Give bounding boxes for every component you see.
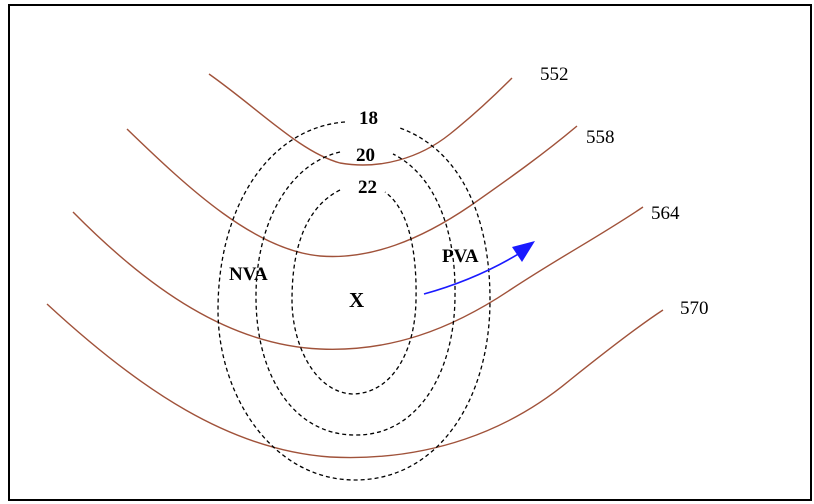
diagram-frame	[8, 4, 812, 501]
height-contour-558	[126, 125, 578, 258]
pva-label: PVA	[442, 246, 479, 267]
vorticity-label-22: 22	[358, 177, 377, 198]
height-label-570: 570	[680, 298, 709, 319]
height-label-558: 558	[586, 127, 615, 148]
nva-label: NVA	[229, 264, 268, 285]
vorticity-label-18: 18	[359, 108, 378, 129]
height-contour-552	[208, 73, 513, 166]
center-label: X	[349, 288, 364, 312]
motion-arrow-line	[423, 252, 521, 295]
motion-arrow-head	[512, 241, 535, 262]
height-label-564: 564	[651, 203, 680, 224]
vorticity-label-20: 20	[356, 145, 375, 166]
height-label-552: 552	[540, 64, 569, 85]
vorticity-contour-18	[217, 121, 491, 481]
vorticity-contour-20	[255, 151, 456, 436]
height-contour-570	[46, 303, 664, 459]
height-contour-564	[72, 206, 644, 350]
vorticity-contour-22	[291, 189, 417, 395]
